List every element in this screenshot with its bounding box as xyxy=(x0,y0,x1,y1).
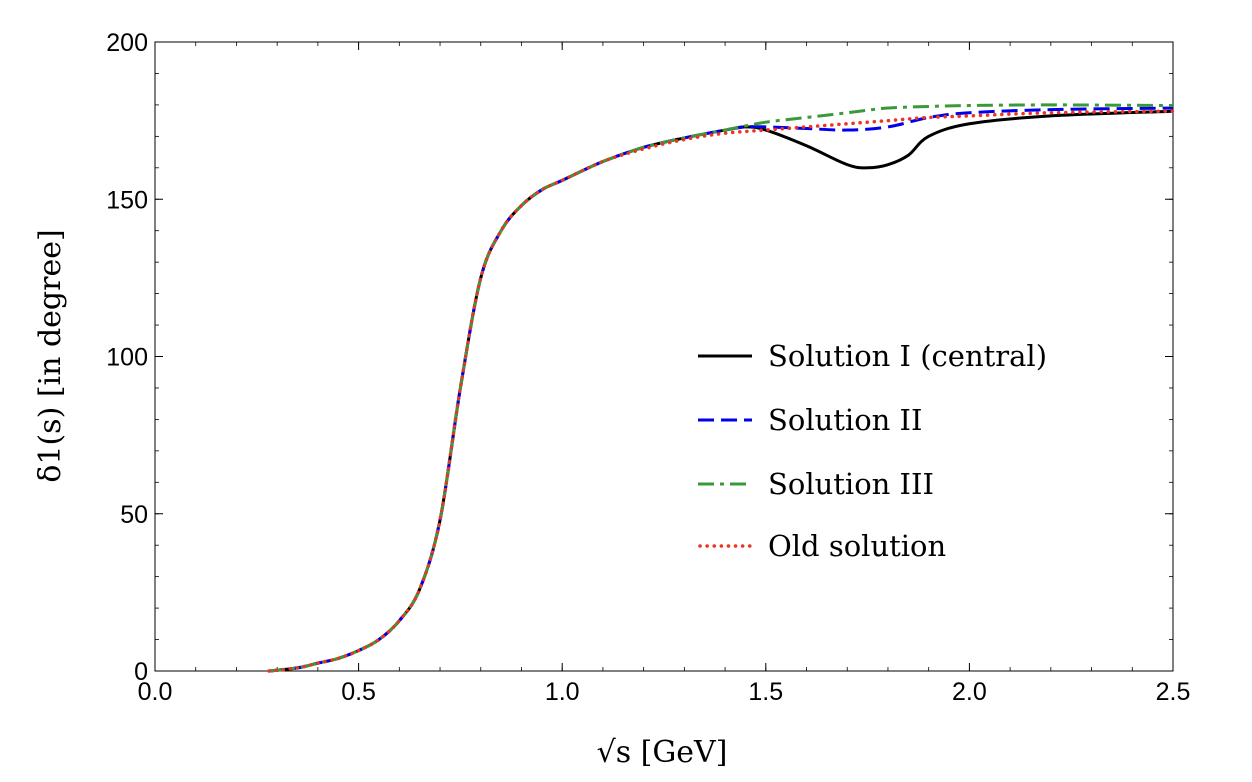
x-tick-label: 1.0 xyxy=(545,678,580,706)
legend-label-solution-ii: Solution II xyxy=(768,403,922,437)
x-axis-title: √s [GeV] xyxy=(597,735,728,770)
x-tick-label: 0.5 xyxy=(341,678,376,706)
y-tick-label: 50 xyxy=(120,501,148,529)
y-tick-label: 150 xyxy=(106,186,148,214)
y-tick-label: 100 xyxy=(106,344,148,372)
x-tick-label: 2.0 xyxy=(952,678,987,706)
legend-label-solution-i: Solution I (central) xyxy=(768,339,1047,373)
axis-ticks xyxy=(154,41,1174,672)
legend: Solution I (central) Solution II Solutio… xyxy=(698,339,1047,563)
legend-label-old-solution: Old solution xyxy=(768,529,946,563)
y-tick-label: 200 xyxy=(106,29,148,57)
legend-label-solution-iii: Solution III xyxy=(768,467,934,501)
series-layer xyxy=(267,103,1175,673)
axis-tick-labels: 0.0 0.5 1.0 1.5 2.0 2.5 0 50 100 150 200 xyxy=(106,29,1190,706)
y-axis-title: δ1(s) [in degree] xyxy=(33,229,68,482)
y-tick-label: 0 xyxy=(134,658,148,686)
x-tick-label: 1.5 xyxy=(748,678,783,706)
x-tick-label: 2.5 xyxy=(1156,678,1191,706)
series-old-solution-line xyxy=(267,109,1175,673)
x-tick-label: 0.0 xyxy=(138,678,173,706)
